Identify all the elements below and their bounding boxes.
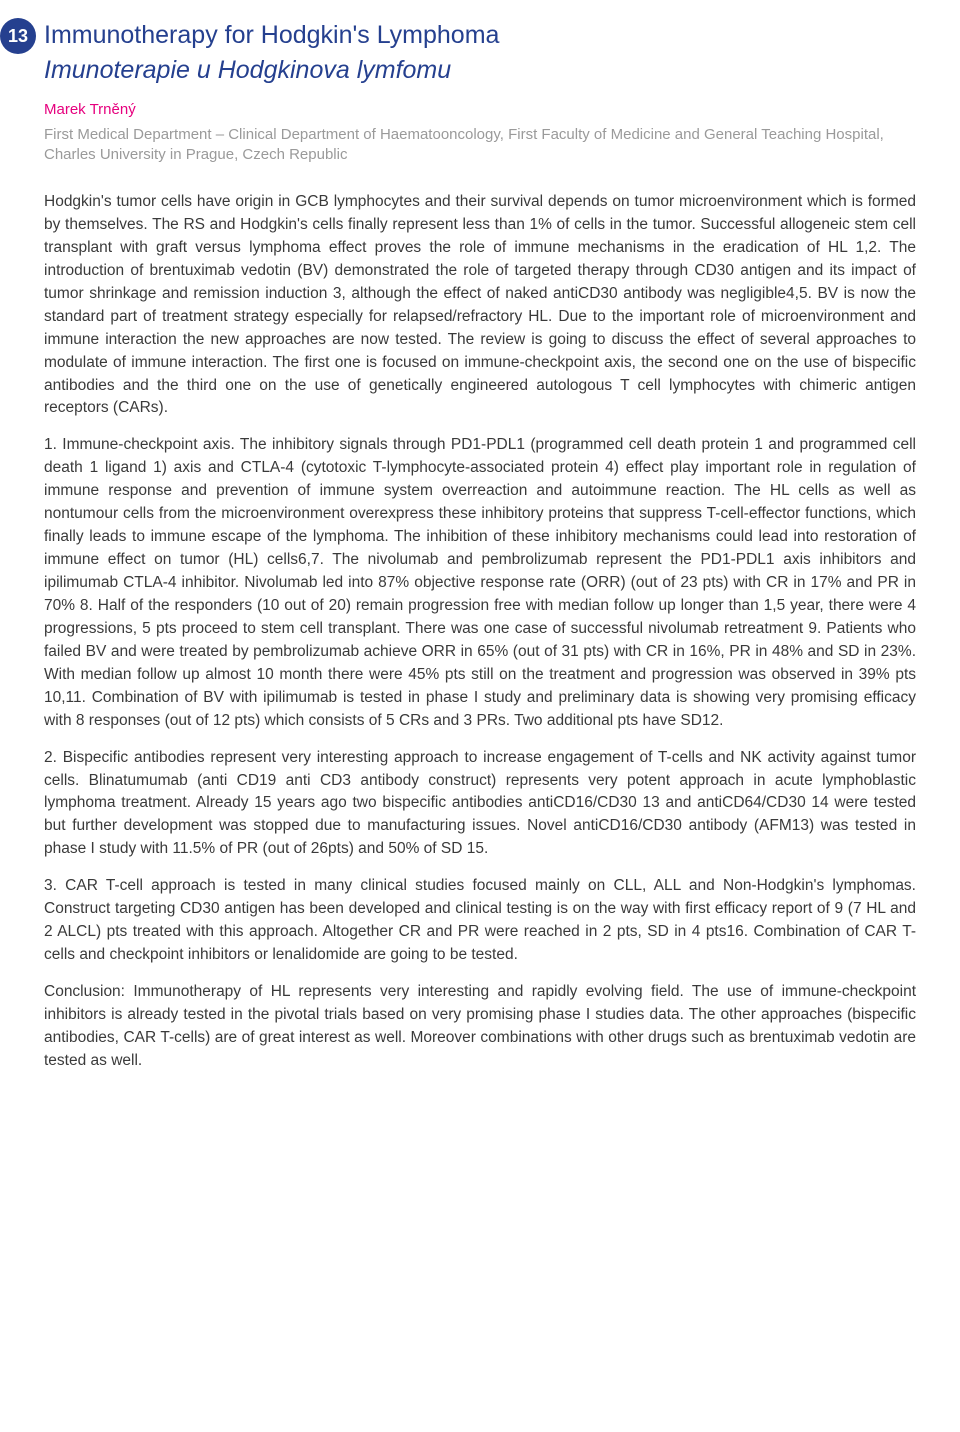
abstract-body: Hodgkin's tumor cells have origin in GCB…	[44, 191, 916, 1073]
abstract-header: 13 Immunotherapy for Hodgkin's Lymphoma …	[44, 18, 916, 165]
title-czech: Imunoterapie u Hodgkinova lymfomu	[44, 55, 916, 86]
paragraph: 2. Bispecific antibodies represent very …	[44, 747, 916, 862]
paragraph: Hodgkin's tumor cells have origin in GCB…	[44, 191, 916, 420]
author-name: Marek Trněný	[44, 101, 916, 119]
abstract-number-badge: 13	[0, 18, 36, 54]
author-affiliation: First Medical Department – Clinical Depa…	[44, 125, 916, 166]
title-english: Immunotherapy for Hodgkin's Lymphoma	[44, 18, 916, 51]
paragraph: Conclusion: Immunotherapy of HL represen…	[44, 981, 916, 1073]
paragraph: 1. Immune-checkpoint axis. The inhibitor…	[44, 434, 916, 732]
paragraph: 3. CAR T-cell approach is tested in many…	[44, 875, 916, 967]
